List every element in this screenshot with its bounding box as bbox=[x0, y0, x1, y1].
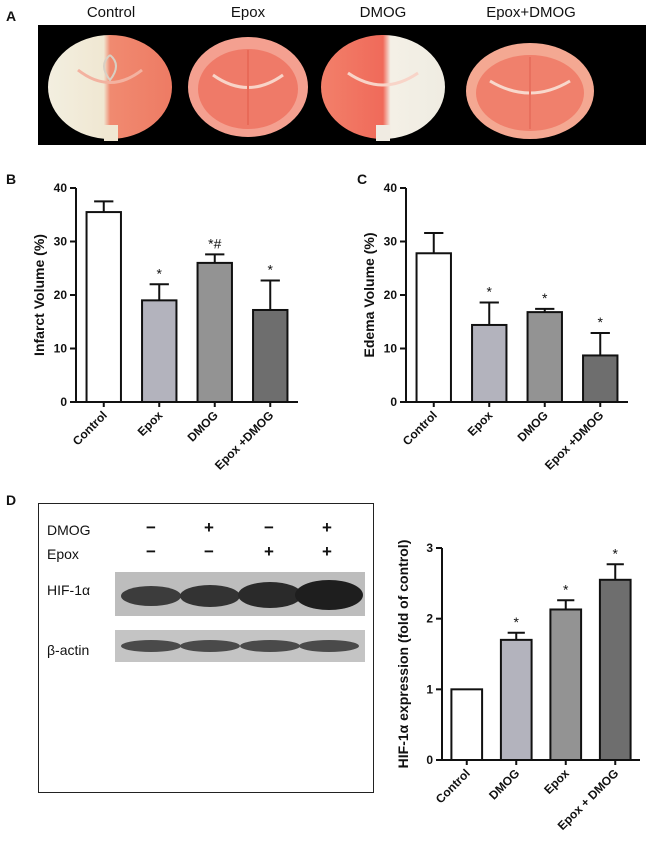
bar bbox=[196, 261, 233, 404]
edema-volume-chart: 0 10 20 30 40 Edema Volume (%) Control * Epox * DM… bbox=[361, 181, 628, 473]
infarct-volume-chart: 0 10 20 30 40 Infarct Volume (%) Control * Epox *… bbox=[31, 181, 298, 473]
category-label: Epox +DMOG bbox=[542, 408, 606, 472]
significance-marker: * bbox=[563, 581, 569, 597]
category-label: DMOG bbox=[185, 408, 221, 444]
category-label: Epox bbox=[541, 766, 572, 797]
blot-bands-image bbox=[115, 572, 365, 662]
significance-marker: * bbox=[487, 283, 493, 299]
blot-sign: − bbox=[204, 542, 214, 561]
hif-expression-chart: 0 1 2 3 HIF-1α expression (fold of control) C… bbox=[395, 540, 640, 833]
blot-sign: − bbox=[264, 518, 274, 537]
category-label: DMOG bbox=[515, 408, 551, 444]
brain-slice-epox-dmog bbox=[466, 43, 594, 139]
y-tick-label: 40 bbox=[384, 181, 398, 195]
panel-label-a: A bbox=[6, 8, 17, 24]
category-label: Control bbox=[70, 408, 110, 448]
y-tick-label: 20 bbox=[384, 288, 398, 302]
category-label: DMOG bbox=[486, 766, 522, 802]
significance-marker: * bbox=[542, 290, 548, 306]
y-tick-label: 3 bbox=[426, 541, 433, 555]
y-tick-label: 30 bbox=[54, 235, 68, 249]
y-tick-label: 30 bbox=[384, 235, 398, 249]
y-tick-label: 0 bbox=[60, 395, 67, 409]
significance-marker: * bbox=[514, 614, 520, 630]
y-axis-label: HIF-1α expression (fold of control) bbox=[395, 540, 411, 769]
blot-sign: + bbox=[322, 542, 332, 561]
brain-slice-control bbox=[48, 35, 172, 141]
y-tick-label: 1 bbox=[426, 682, 433, 696]
significance-marker: * bbox=[157, 265, 163, 281]
significance-marker: * bbox=[598, 314, 604, 330]
brain-label-dmog: DMOG bbox=[359, 4, 407, 21]
category-label: Epox +DMOG bbox=[212, 408, 276, 472]
y-axis-label: Infarct Volume (%) bbox=[31, 234, 47, 356]
y-tick-label: 2 bbox=[426, 612, 433, 626]
blot-sign: − bbox=[146, 542, 156, 561]
category-label: Control bbox=[433, 766, 473, 806]
blot-sign: − bbox=[146, 518, 156, 537]
y-tick-label: 10 bbox=[54, 342, 68, 356]
blot-sign: + bbox=[322, 518, 332, 537]
brain-label-epox: Epox bbox=[230, 4, 266, 21]
blot-band-label-hif: HIF-1α bbox=[47, 582, 91, 598]
bar bbox=[549, 608, 583, 762]
brain-label-control: Control bbox=[86, 4, 136, 21]
category-label: Epox bbox=[135, 408, 166, 439]
blot-sign: + bbox=[204, 518, 214, 537]
panel-label-d: D bbox=[6, 492, 17, 508]
y-axis-label: Edema Volume (%) bbox=[361, 233, 377, 358]
bar bbox=[526, 311, 563, 403]
panel-label-c: C bbox=[357, 171, 368, 187]
brain-slice-epox bbox=[188, 37, 308, 137]
bar bbox=[471, 323, 508, 404]
y-tick-label: 0 bbox=[426, 753, 433, 767]
brain-slice-photo-strip bbox=[38, 25, 646, 145]
bar bbox=[252, 308, 289, 403]
blot-band-label-actin: β-actin bbox=[47, 642, 90, 658]
category-label: Control bbox=[400, 408, 440, 448]
y-tick-label: 20 bbox=[54, 288, 68, 302]
bar bbox=[85, 211, 122, 404]
bar bbox=[598, 578, 632, 761]
significance-marker: *# bbox=[208, 235, 221, 251]
y-tick-label: 10 bbox=[384, 342, 398, 356]
category-label: Epox bbox=[465, 408, 496, 439]
blot-row-label-epox: Epox bbox=[47, 546, 79, 562]
bar bbox=[582, 354, 619, 403]
bar bbox=[415, 252, 452, 403]
panel-label-b: B bbox=[6, 171, 17, 187]
bar bbox=[499, 638, 533, 761]
bar bbox=[450, 688, 484, 761]
significance-marker: * bbox=[268, 262, 274, 278]
y-tick-label: 0 bbox=[390, 395, 397, 409]
blot-row-label-dmog: DMOG bbox=[47, 522, 91, 538]
y-tick-label: 40 bbox=[54, 181, 68, 195]
significance-marker: * bbox=[613, 545, 619, 561]
bar bbox=[141, 299, 178, 404]
western-blot-panel: DMOG Epox − + − + − − + + HIF-1α β-actin bbox=[38, 503, 374, 793]
brain-label-epox-dmog: Epox+DMOG bbox=[486, 4, 576, 21]
blot-sign: + bbox=[264, 542, 274, 561]
brain-slice-dmog bbox=[321, 35, 445, 141]
